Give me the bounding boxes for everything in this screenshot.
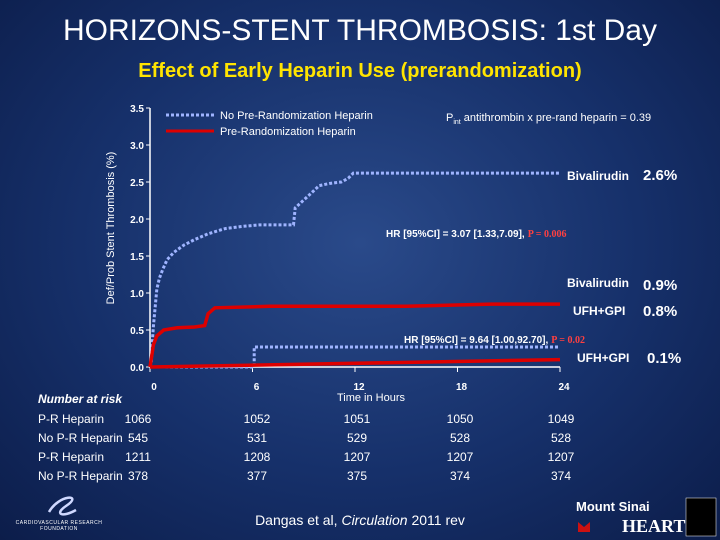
series-line-ufh-gpi-prerand: [149, 357, 561, 369]
ufh-lower-label: UFH+GPI: [577, 351, 629, 365]
p-interaction: Pint antithrombin x pre-rand heparin = 0.…: [446, 112, 651, 126]
biv-upper-value: 2.6%: [643, 167, 677, 184]
x-tick-label: 18: [456, 382, 468, 393]
hr2-p: P = 0.02: [551, 335, 585, 346]
page-title: HORIZONS-STENT THROMBOSIS: 1st Day: [63, 14, 657, 47]
risk-cell: 1049: [547, 412, 575, 426]
x-axis-label: Time in Hours: [337, 392, 406, 404]
hr1-p: P = 0.006: [528, 229, 567, 240]
risk-cell: 1051: [343, 412, 371, 426]
y-tick-label: 1.5: [130, 252, 144, 263]
risk-cell: 1211: [125, 450, 151, 464]
risk-cell: 1208: [243, 450, 271, 464]
risk-table-title: Number at risk: [38, 392, 123, 406]
biv-lower-label: Bivalirudin: [567, 276, 629, 290]
hr1-text: HR [95%CI] = 3.07 [1.33,7.09],: [386, 229, 525, 240]
risk-cell: 529: [346, 431, 368, 445]
x-ticks: 0 6 12 18 24: [149, 367, 570, 393]
citation-authors: Dangas et al,: [255, 512, 342, 528]
risk-cell: 1207: [446, 450, 474, 464]
ufh-upper-label: UFH+GPI: [573, 304, 625, 318]
y-tick-label: 2.0: [130, 215, 144, 226]
heart-logo-icon: [578, 497, 717, 537]
mount-sinai-text: Mount Sinai: [576, 499, 650, 514]
risk-cell: 375: [346, 469, 368, 483]
crf-logo: CARDIOVASCULAR RESEARCH FOUNDATION: [4, 490, 114, 536]
p-interaction-text: antithrombin x pre-rand heparin = 0.39: [464, 112, 651, 124]
crf-swoosh-icon: [47, 496, 77, 516]
hr2-annotation: HR [95%CI] = 9.64 [1.00,92.70], P = 0.02: [404, 335, 585, 346]
legend-label-prerand: Pre-Randomization Heparin: [220, 126, 356, 138]
risk-cell: 374: [449, 469, 471, 483]
citation-rest: 2011 rev: [407, 512, 465, 528]
risk-cell: 1207: [343, 450, 371, 464]
ufh-lower-value: 0.1%: [647, 350, 681, 367]
crf-logo-text: CARDIOVASCULAR RESEARCH FOUNDATION: [15, 520, 103, 532]
risk-cell: 1052: [243, 412, 271, 426]
y-tick-label: 2.5: [130, 178, 144, 189]
y-axis-label: Def/Prob Stent Thrombosis (%): [105, 152, 117, 305]
x-tick-label: 24: [558, 382, 570, 393]
risk-cell: 1050: [446, 412, 474, 426]
risk-cell: 528: [550, 431, 572, 445]
risk-cell: 1207: [547, 450, 575, 464]
y-tick-label: 1.0: [130, 289, 144, 300]
risk-cell: 545: [127, 431, 149, 445]
risk-cell: 374: [550, 469, 572, 483]
p-interaction-sub: int: [453, 119, 460, 126]
risk-cell: 377: [246, 469, 268, 483]
series-line-bivalirudin-no-prerand: [148, 171, 560, 368]
ufh-upper-value: 0.8%: [643, 303, 677, 320]
p-interaction-letter: P: [446, 112, 453, 124]
series-line-bivalirudin-prerand: [148, 302, 560, 368]
chart-legend: No Pre-Randomization Heparin Pre-Randomi…: [166, 110, 373, 138]
page-subtitle: Effect of Early Heparin Use (prerandomiz…: [138, 60, 582, 82]
biv-lower-value: 0.9%: [643, 277, 677, 294]
risk-row-label: No P-R Heparin: [38, 469, 123, 483]
y-tick-label: 3.5: [130, 104, 144, 115]
risk-row-label: P-R Heparin: [38, 450, 105, 464]
chart-series: [148, 171, 561, 369]
citation-journal: Circulation: [341, 512, 408, 528]
hr1-annotation: HR [95%CI] = 3.07 [1.33,7.09], P = 0.006: [386, 229, 566, 240]
y-ticks: 0.0 0.5 1.0 1.5 2.0 2.5 3.0 3.5: [130, 104, 150, 374]
y-tick-label: 0.0: [130, 363, 144, 374]
risk-cell: 528: [449, 431, 471, 445]
legend-label-no-prerand: No Pre-Randomization Heparin: [220, 110, 373, 122]
risk-row-label: No P-R Heparin: [38, 431, 123, 445]
x-tick-label: 0: [151, 382, 157, 393]
biv-upper-label: Bivalirudin: [567, 169, 629, 183]
hr2-text: HR [95%CI] = 9.64 [1.00,92.70],: [404, 335, 548, 346]
risk-cell: 378: [127, 469, 149, 483]
citation-footer: Dangas et al, Circulation 2011 rev: [0, 512, 720, 528]
risk-cell: 531: [246, 431, 268, 445]
mount-sinai-heart-logo: Mount Sinai HEART: [566, 496, 718, 538]
x-tick-label: 12: [353, 382, 365, 393]
y-tick-label: 0.5: [130, 326, 144, 337]
y-tick-label: 3.0: [130, 141, 144, 152]
risk-row-label: P-R Heparin: [38, 412, 105, 426]
x-tick-label: 6: [254, 382, 260, 393]
risk-table: Number at risk: [38, 392, 122, 406]
risk-cell: 1066: [124, 412, 152, 426]
heart-text: HEART: [622, 516, 686, 536]
